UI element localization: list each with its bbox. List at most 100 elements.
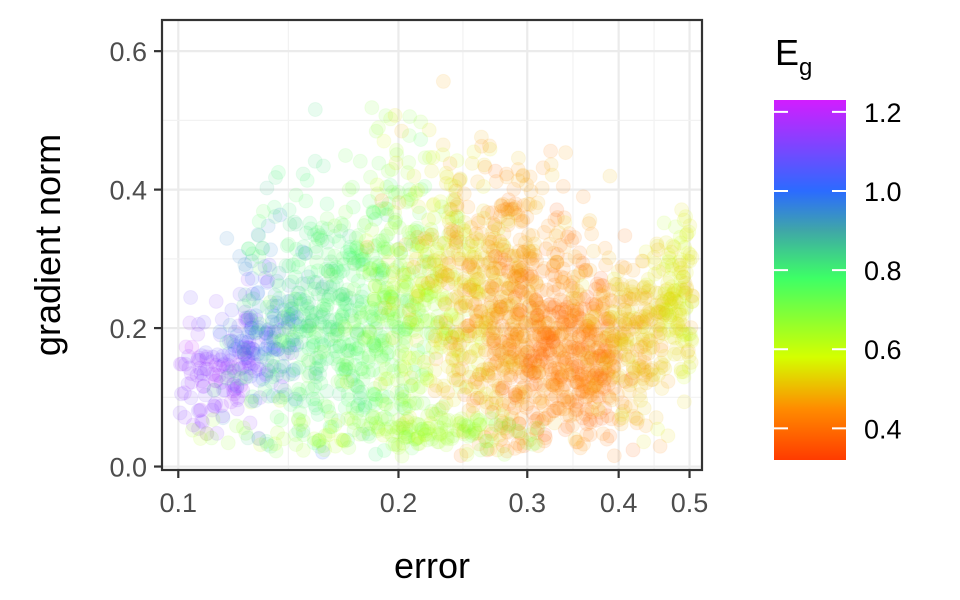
data-point <box>345 267 361 283</box>
data-point <box>675 282 691 298</box>
data-point <box>184 374 200 390</box>
data-point <box>370 120 386 136</box>
data-point <box>219 370 235 386</box>
data-point <box>349 239 365 255</box>
data-point <box>196 378 212 394</box>
data-point <box>251 213 267 229</box>
data-point <box>219 360 234 376</box>
data-point <box>269 316 285 332</box>
data-point <box>291 381 307 397</box>
data-point <box>240 310 256 326</box>
data-point <box>585 364 601 380</box>
colorbar-legend: Eg 0.4 0.6 0.8 1.0 1.2 <box>774 32 902 460</box>
data-point <box>329 276 344 292</box>
data-point <box>265 333 281 349</box>
data-point <box>241 241 257 257</box>
data-point <box>260 362 276 378</box>
data-point <box>292 291 308 307</box>
data-point <box>361 364 376 380</box>
data-point <box>356 283 372 299</box>
data-point <box>308 325 324 341</box>
data-point <box>308 305 324 321</box>
data-point <box>261 388 276 404</box>
data-point <box>223 333 239 349</box>
data-point <box>275 389 291 405</box>
data-point <box>335 306 351 322</box>
data-point <box>178 339 194 355</box>
data-point <box>227 324 243 340</box>
data-point <box>314 309 330 325</box>
data-point <box>650 367 666 383</box>
y-tick-label: 0.4 <box>109 176 147 206</box>
data-point <box>269 409 285 425</box>
data-point <box>336 326 352 342</box>
data-point <box>281 202 297 218</box>
data-point <box>275 369 291 385</box>
data-point <box>193 402 209 418</box>
data-point <box>665 238 681 254</box>
data-point <box>240 430 256 446</box>
data-point <box>574 278 590 294</box>
data-point <box>339 374 355 390</box>
data-point <box>295 442 311 458</box>
data-point <box>345 371 361 387</box>
data-point <box>350 396 366 412</box>
data-point <box>242 310 258 326</box>
data-point <box>385 330 401 346</box>
data-point <box>258 433 274 449</box>
data-point <box>227 381 243 397</box>
data-point <box>564 303 580 319</box>
data-point <box>424 227 439 243</box>
data-point <box>279 238 295 254</box>
data-point <box>236 298 252 314</box>
data-point <box>220 368 236 384</box>
data-point <box>347 313 362 329</box>
data-point <box>492 299 508 315</box>
data-point <box>624 284 639 300</box>
data-point <box>258 366 274 382</box>
data-point <box>354 384 370 400</box>
data-point <box>334 309 350 325</box>
data-point <box>469 390 485 406</box>
data-point <box>300 276 316 291</box>
data-point <box>289 324 304 340</box>
data-point <box>341 361 357 377</box>
data-point <box>336 303 352 319</box>
data-point <box>239 312 255 328</box>
data-point <box>245 342 261 357</box>
data-point <box>306 337 322 353</box>
data-point <box>260 321 276 337</box>
data-point <box>456 186 472 202</box>
data-point <box>508 386 523 402</box>
data-point <box>219 230 235 246</box>
data-point <box>464 155 480 171</box>
data-point <box>428 328 443 344</box>
data-point <box>332 265 347 280</box>
data-point <box>374 270 390 286</box>
data-point <box>391 348 407 364</box>
data-point <box>184 339 200 355</box>
data-point <box>456 274 472 290</box>
data-point <box>192 352 207 368</box>
data-point <box>220 357 236 373</box>
data-point <box>226 386 242 402</box>
data-point <box>199 351 215 367</box>
data-point <box>291 360 307 376</box>
data-point <box>259 436 275 452</box>
data-point <box>271 322 287 338</box>
data-point <box>172 356 188 372</box>
data-point <box>237 257 253 272</box>
data-point <box>324 419 340 435</box>
data-point <box>190 316 206 332</box>
data-point <box>243 320 259 336</box>
data-point <box>406 259 422 275</box>
data-point <box>405 237 421 253</box>
data-point <box>435 137 451 153</box>
data-point <box>348 240 364 256</box>
y-tick-label: 0.6 <box>109 37 147 67</box>
data-point <box>317 398 333 414</box>
data-point <box>267 341 283 357</box>
data-point <box>352 339 368 354</box>
data-point <box>314 315 330 331</box>
data-point <box>320 332 336 348</box>
